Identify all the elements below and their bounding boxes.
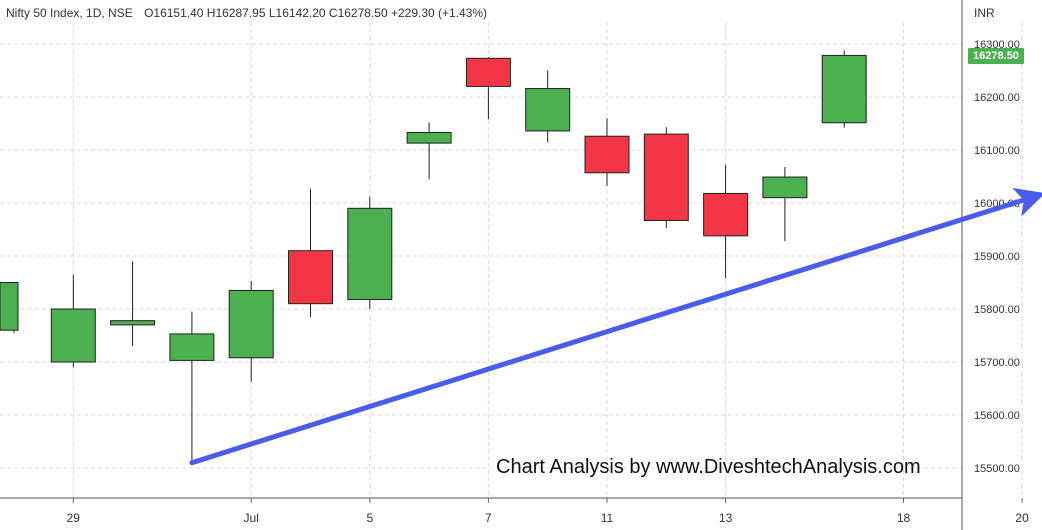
candle-body: [50, 308, 96, 363]
symbol-info: Nifty 50 Index, 1D, NSE: [6, 6, 133, 20]
bearish-candle: [643, 127, 689, 228]
y-tick-label: 16100.00: [974, 145, 1020, 157]
trend-line: [189, 187, 1042, 466]
ohlc-readout: O16151.40 H16287.95 L16142.20 C16278.50 …: [144, 6, 488, 20]
x-tick-label: 20: [1015, 511, 1029, 525]
x-tick-label: 13: [719, 511, 733, 525]
y-tick-label: 15900.00: [974, 251, 1020, 263]
x-tick-label: Jul: [244, 511, 259, 525]
chart-header: Nifty 50 Index, 1D, NSE O16151.40 H16287…: [6, 6, 487, 20]
y-tick-label: 15600.00: [974, 410, 1020, 422]
candle-body: [643, 133, 689, 221]
candle-body: [465, 57, 511, 87]
candle-body: [0, 282, 19, 331]
candle-body: [703, 192, 749, 237]
bearish-candle: [465, 57, 511, 120]
grid-lines: [0, 22, 1023, 498]
bullish-candle: [110, 261, 156, 347]
bullish-candle: [50, 274, 96, 368]
y-tick-label: 16200.00: [974, 92, 1020, 104]
candle-body: [584, 135, 630, 174]
candle-body: [821, 54, 867, 124]
bullish-candle: [762, 166, 808, 242]
x-tick-label: 11: [601, 511, 614, 525]
x-tick-label: 29: [67, 511, 81, 525]
bearish-candle: [584, 118, 630, 187]
candle-body: [288, 250, 333, 305]
bullish-candle: [821, 50, 867, 128]
candle-body: [169, 333, 215, 361]
candle-body: [762, 176, 808, 199]
x-tick-label: 5: [366, 511, 373, 525]
x-tick-label: 7: [485, 511, 492, 525]
watermark-text: Chart Analysis by www.DiveshtechAnalysis…: [496, 456, 921, 478]
candles: [0, 50, 867, 463]
bullish-candle: [169, 311, 215, 463]
candle-body: [347, 207, 393, 300]
candle-body: [228, 289, 274, 359]
currency-label: INR: [974, 6, 995, 20]
x-tick-label: 18: [897, 511, 911, 525]
y-tick-label: 15700.00: [974, 357, 1020, 369]
bullish-candle: [347, 196, 393, 309]
last-price-badge: 16278.50: [968, 48, 1024, 64]
uptrend-arrow-line: [189, 187, 1042, 466]
candle-body: [110, 320, 156, 326]
candle-body: [525, 88, 571, 132]
y-tick-label: 15800.00: [974, 304, 1020, 316]
bullish-candle: [0, 282, 19, 333]
bullish-candle: [228, 280, 274, 382]
bearish-candle: [703, 164, 749, 279]
y-tick-label: 15500.00: [974, 463, 1020, 475]
candle-body: [406, 132, 452, 144]
bullish-candle: [406, 122, 452, 180]
bearish-candle: [288, 188, 333, 317]
bullish-candle: [525, 70, 571, 143]
